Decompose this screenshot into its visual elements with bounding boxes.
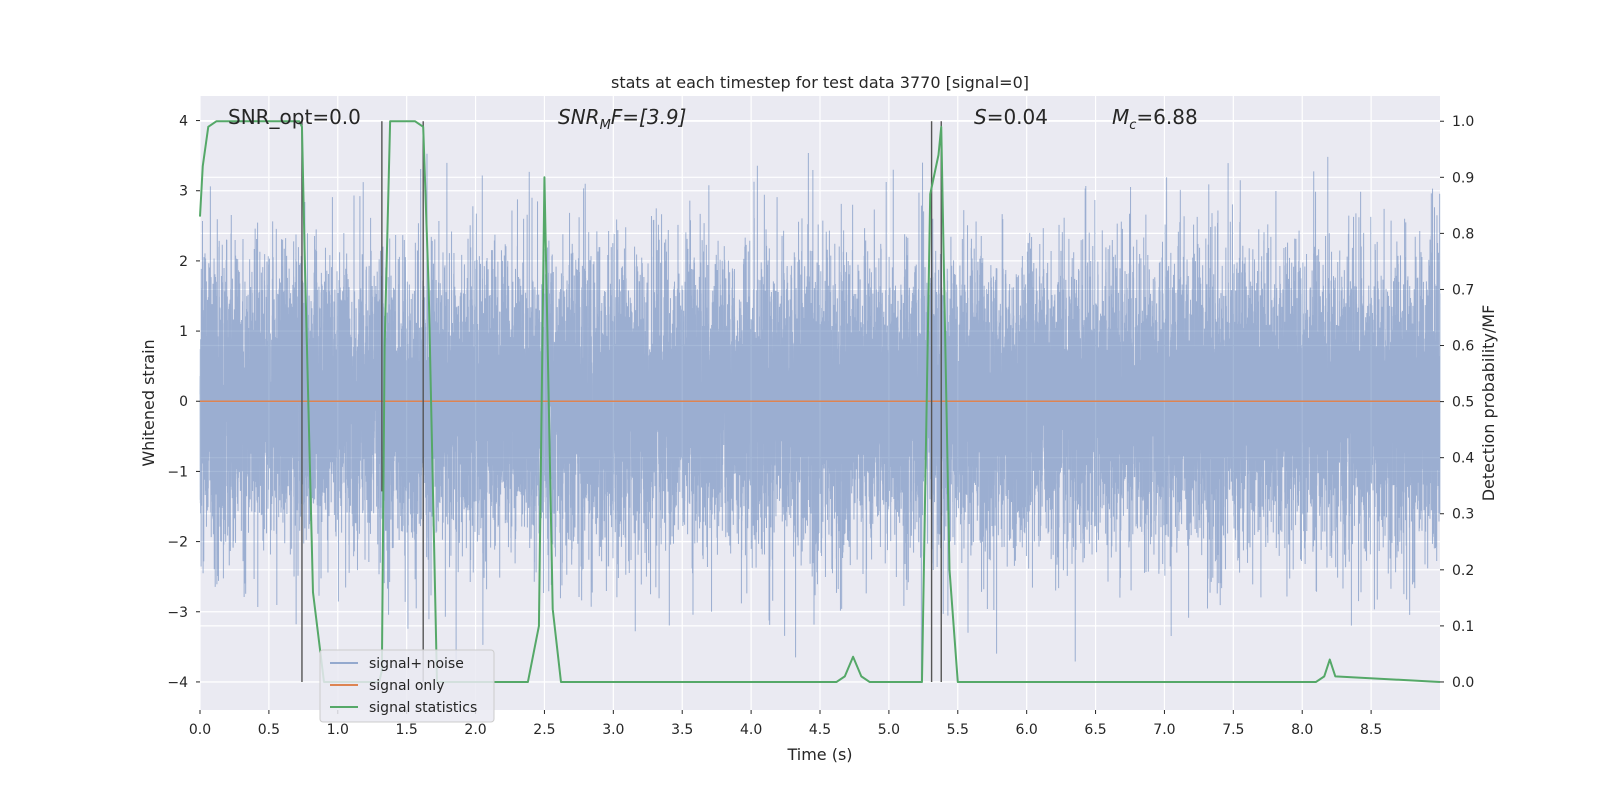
y2-tick-label: 0.2 xyxy=(1452,563,1474,579)
axis-ticks: 0.0 0.5 1.0 1.5 2.0 2.5 3.0 3.5 4.0 4.5 5.0 5.5 6.0 6… xyxy=(167,114,1474,738)
x-tick-label: 6.0 xyxy=(1016,722,1038,738)
y2-tick-label: 0.3 xyxy=(1452,507,1474,523)
y2-tick-label: 0.5 xyxy=(1452,395,1474,411)
x-tick-label: 7.5 xyxy=(1222,722,1244,738)
legend: signal+ noise signal only signal statist… xyxy=(319,649,495,723)
signal-statistics-series xyxy=(199,120,1441,683)
x-tick-label: 6.5 xyxy=(1084,722,1106,738)
x-tick-label: 4.0 xyxy=(740,722,762,738)
annotation-snr-mf: SNRMF=[3.9] xyxy=(558,105,686,133)
x-tick-label: 2.5 xyxy=(533,722,555,738)
legend-label-signal-noise: signal+ noise xyxy=(369,656,464,672)
vertical-markers xyxy=(301,121,942,682)
x-tick-label: 0.5 xyxy=(258,722,280,738)
y2-tick-label: 0.4 xyxy=(1452,451,1474,467)
x-tick-label: 3.5 xyxy=(671,722,693,738)
y-tick-label: −1 xyxy=(167,464,188,480)
x-axis-label: Time (s) xyxy=(786,745,852,764)
annotation-s: S=0.04 xyxy=(974,105,1048,129)
y2-tick-label: 0.0 xyxy=(1452,675,1474,691)
y-tick-label: 2 xyxy=(179,254,188,270)
y-tick-label: 1 xyxy=(179,324,188,340)
y2-tick-label: 0.7 xyxy=(1452,282,1474,298)
y2-axis-label: Detection probability/MF xyxy=(1479,305,1498,502)
x-tick-label: 0.0 xyxy=(189,722,211,738)
y2-tick-label: 0.9 xyxy=(1452,170,1474,186)
chart-title: stats at each timestep for test data 377… xyxy=(611,73,1029,92)
legend-label-signal-only: signal only xyxy=(369,678,444,694)
x-tick-label: 8.5 xyxy=(1360,722,1382,738)
signal-noise-series xyxy=(199,152,1441,682)
y-tick-label: 4 xyxy=(179,114,188,130)
signal-noise-line xyxy=(199,152,1441,682)
annotation-mc: Mc=6.88 xyxy=(1112,105,1198,133)
y2-tick-label: 0.6 xyxy=(1452,339,1474,355)
y2-tick-label: 0.1 xyxy=(1452,619,1474,635)
x-tick-label: 8.0 xyxy=(1291,722,1313,738)
y-tick-label: 3 xyxy=(179,184,188,200)
x-tick-label: 5.0 xyxy=(878,722,900,738)
x-tick-label: 1.5 xyxy=(396,722,418,738)
signal-statistics-line xyxy=(199,120,1441,683)
y-tick-label: −2 xyxy=(167,535,188,551)
y-tick-label: −3 xyxy=(167,605,188,621)
x-tick-label: 2.0 xyxy=(464,722,486,738)
legend-label-signal-statistics: signal statistics xyxy=(369,700,477,716)
x-tick-label: 1.0 xyxy=(327,722,349,738)
annotation-snr-opt: SNR_opt=0.0 xyxy=(228,105,361,129)
y2-tick-label: 0.8 xyxy=(1452,226,1474,242)
y-axis-label: Whitened strain xyxy=(139,339,158,466)
y-tick-label: 0 xyxy=(179,394,188,410)
legend-box xyxy=(319,649,495,723)
y2-tick-label: 1.0 xyxy=(1452,114,1474,130)
x-tick-label: 3.0 xyxy=(602,722,624,738)
y-tick-label: −4 xyxy=(167,675,188,691)
x-tick-label: 7.0 xyxy=(1153,722,1175,738)
x-tick-label: 4.5 xyxy=(809,722,831,738)
x-tick-label: 5.5 xyxy=(947,722,969,738)
